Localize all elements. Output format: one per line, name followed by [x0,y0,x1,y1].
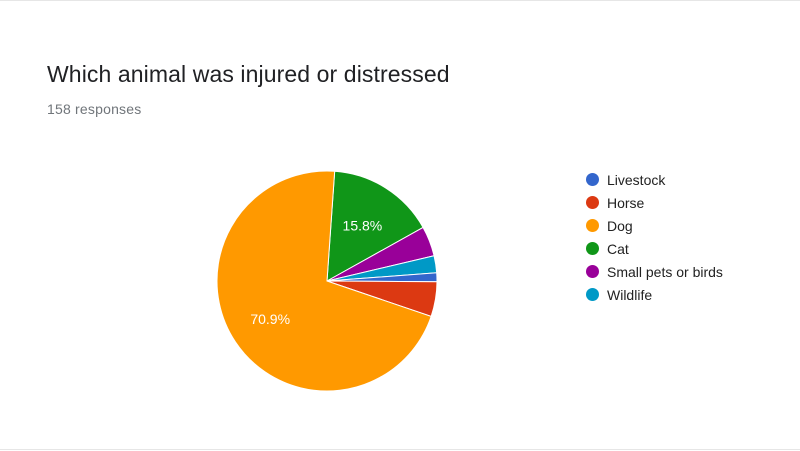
legend-label: Cat [607,240,629,257]
question-title: Which animal was injured or distressed [47,61,450,87]
pie-slices [216,170,438,392]
response-count: 158 responses [47,101,142,117]
legend-label: Livestock [607,171,666,188]
legend-swatch [586,288,599,301]
data-label-dog: 70.9% [250,311,290,327]
pie-data-labels: 15.8% 70.9% [250,217,382,326]
legend-item-livestock[interactable]: Livestock [586,168,723,191]
legend-item-cat[interactable]: Cat [586,237,723,260]
legend-label: Wildlife [607,286,653,303]
pie-slice-dog[interactable] [216,170,432,392]
data-label-cat: 15.8% [343,217,383,233]
legend-swatch [586,242,599,255]
legend-item-small-pets-or-birds[interactable]: Small pets or birds [586,260,723,283]
legend-swatch [586,219,599,232]
legend-label: Small pets or birds [607,263,723,280]
legend-label: Horse [607,194,645,211]
chart-legend: Livestock Horse Dog Cat Small pets or birds W… [586,168,723,306]
legend-item-wildlife[interactable]: Wildlife [586,283,723,306]
legend-swatch [586,173,599,186]
legend-item-dog[interactable]: Dog [586,214,723,237]
legend-label: Dog [607,217,633,234]
legend-item-horse[interactable]: Horse [586,191,723,214]
pie-slice-cat[interactable] [326,170,424,282]
legend-swatch [586,265,599,278]
legend-swatch [586,196,599,209]
